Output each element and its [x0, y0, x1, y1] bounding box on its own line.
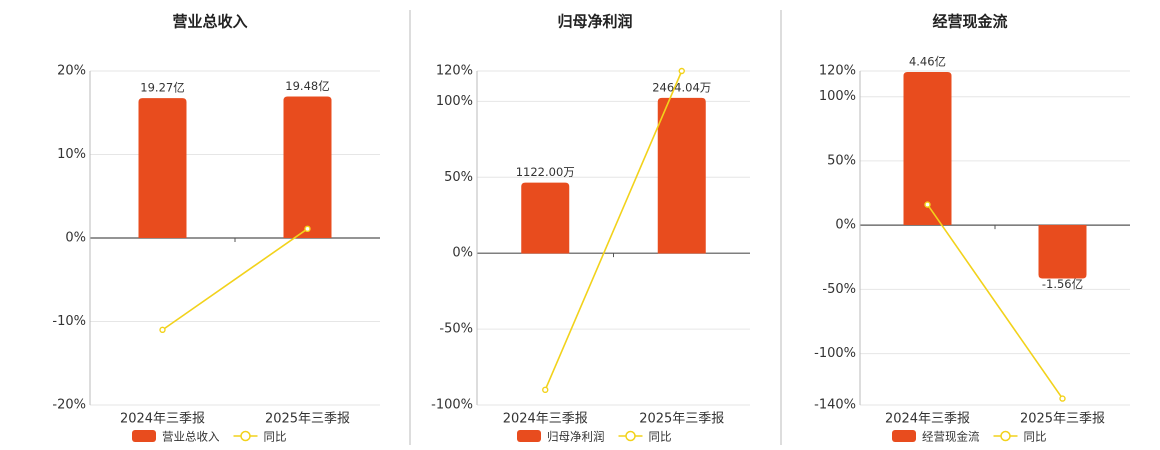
- y-tick-label: 50%: [827, 153, 856, 168]
- legend-label: 同比: [649, 430, 672, 444]
- legend-label: 经营现金流: [922, 430, 980, 444]
- line-marker: [924, 201, 931, 208]
- bar: [1038, 224, 1087, 279]
- bar: [521, 182, 570, 254]
- legend-label: 同比: [264, 430, 287, 444]
- value-label: 19.48亿: [285, 79, 329, 93]
- legend-marker: [625, 430, 636, 442]
- x-tick-label: 2025年三季报: [639, 412, 724, 427]
- bar: [283, 96, 332, 238]
- legend-swatch: [892, 430, 916, 442]
- bar: [657, 97, 706, 254]
- value-label: 4.46亿: [909, 55, 946, 69]
- y-tick-label: 20%: [57, 64, 86, 79]
- y-tick-label: 120%: [819, 64, 856, 79]
- line-marker: [1059, 395, 1066, 402]
- y-tick-label: 120%: [436, 64, 473, 79]
- chart-title: 归母净利润: [557, 13, 632, 31]
- line-marker: [542, 386, 549, 394]
- y-tick-label: -50%: [822, 282, 856, 297]
- legend-swatch: [517, 430, 541, 442]
- legend-marker: [1000, 430, 1011, 442]
- legend-marker: [240, 430, 251, 442]
- y-tick-label: -140%: [814, 398, 856, 413]
- value-label: 2464.04万: [652, 80, 711, 94]
- x-tick-label: 2025年三季报: [265, 412, 350, 427]
- value-label: -1.56亿: [1042, 277, 1083, 291]
- line: [544, 70, 683, 391]
- line-marker: [678, 67, 685, 75]
- legend-label: 同比: [1024, 430, 1047, 444]
- bar: [903, 72, 952, 225]
- legend-label: 归母净利润: [547, 430, 605, 444]
- y-tick-label: 0%: [65, 231, 86, 246]
- legend: 营业总收入 同比: [132, 430, 287, 444]
- x-tick-label: 2024年三季报: [885, 412, 970, 427]
- y-tick-label: 0%: [835, 218, 856, 233]
- x-tick-label: 2024年三季报: [503, 412, 588, 427]
- bar: [138, 98, 187, 239]
- y-tick-label: -100%: [814, 346, 856, 361]
- line-marker: [159, 326, 166, 334]
- y-tick-label: -50%: [439, 322, 473, 337]
- legend: 经营现金流 同比: [892, 430, 1047, 444]
- y-tick-label: -10%: [52, 314, 86, 329]
- y-tick-label: 10%: [57, 147, 86, 162]
- legend-label: 营业总收入: [162, 430, 220, 444]
- y-tick-label: 100%: [819, 89, 856, 104]
- y-tick-label: 50%: [444, 170, 473, 185]
- value-label: 1122.00万: [516, 165, 575, 179]
- y-tick-label: -100%: [431, 398, 473, 413]
- value-label: 19.27亿: [140, 81, 184, 95]
- x-tick-label: 2025年三季报: [1020, 412, 1105, 427]
- legend: 归母净利润 同比: [517, 430, 672, 444]
- x-tick-label: 2024年三季报: [120, 412, 205, 427]
- y-tick-label: 0%: [452, 246, 473, 261]
- chart-title: 营业总收入: [172, 13, 247, 31]
- chart-title: 经营现金流: [932, 13, 1007, 31]
- y-tick-label: 100%: [436, 94, 473, 109]
- y-tick-label: -20%: [52, 398, 86, 413]
- line: [926, 204, 1064, 400]
- line: [162, 228, 308, 331]
- line-marker: [304, 225, 311, 233]
- legend-swatch: [132, 430, 156, 442]
